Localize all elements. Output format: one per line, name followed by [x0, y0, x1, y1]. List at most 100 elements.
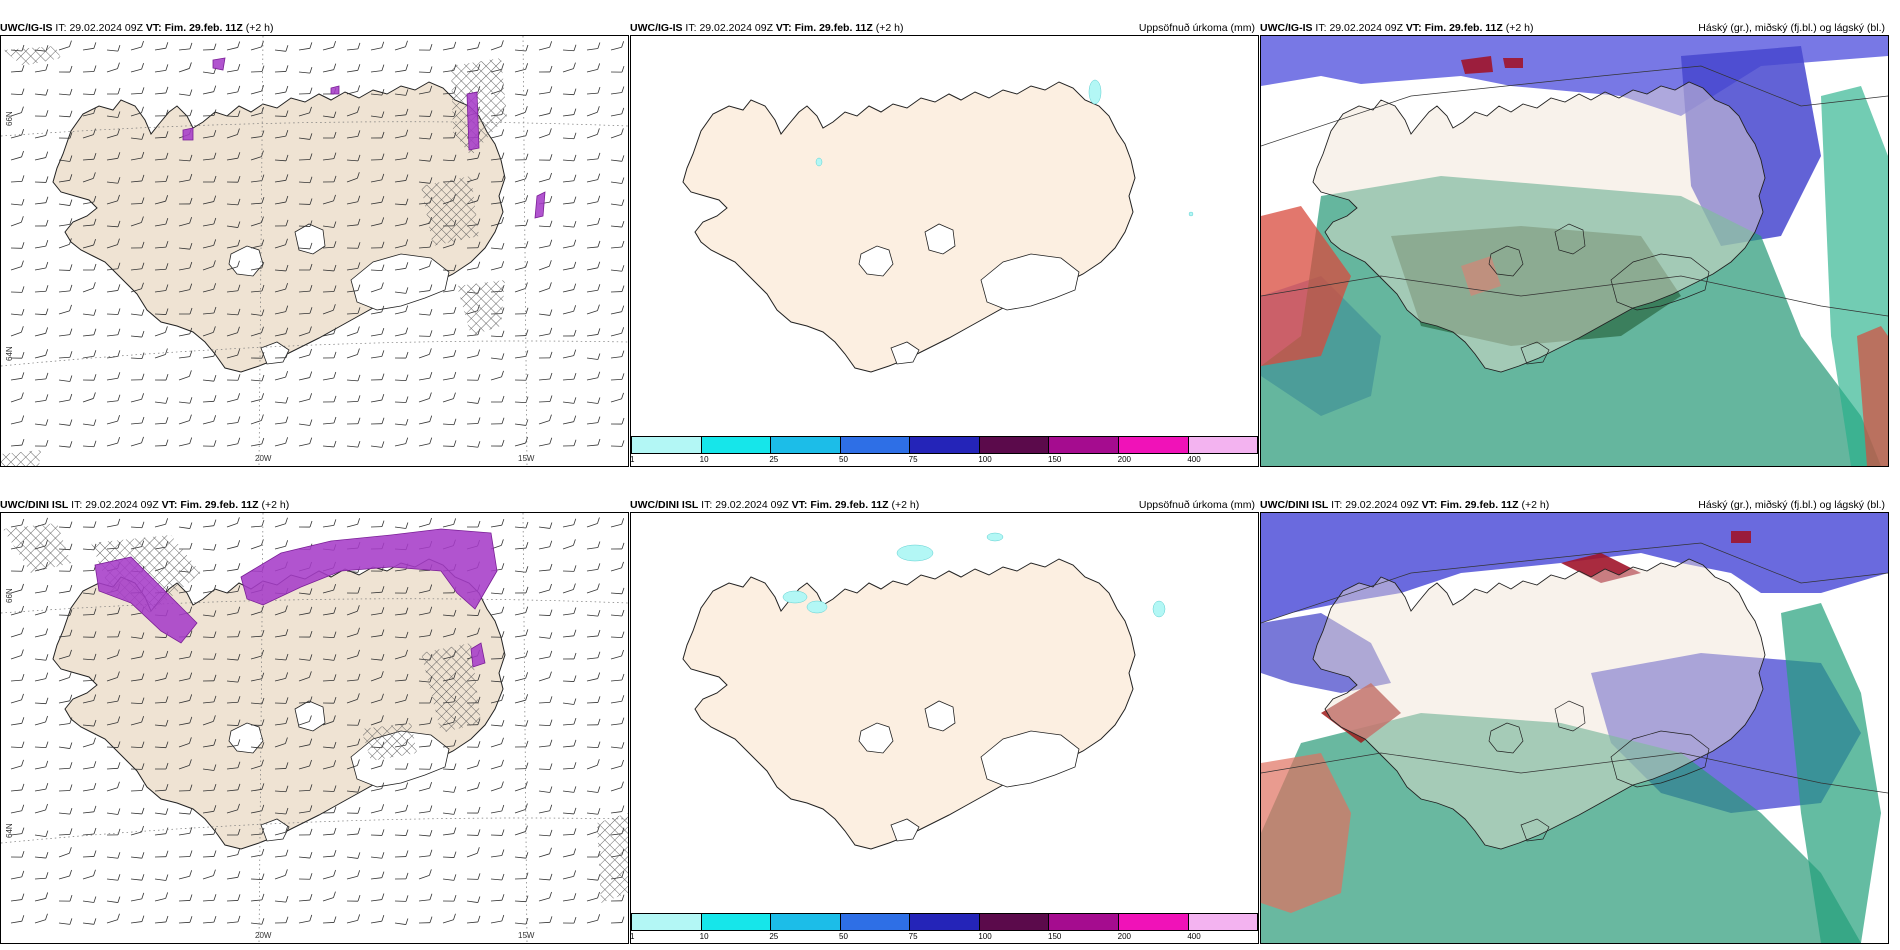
colorbar-cell: [1049, 437, 1119, 453]
precip-contour: [986, 532, 1004, 542]
lat-label-64n: 64N: [5, 346, 14, 361]
it-label: IT:: [685, 22, 697, 34]
panel-header: UWC/DINI ISL IT: 29.02.2024 09Z VT: Fim.…: [630, 497, 1259, 513]
panel-dini-precip: UWC/DINI ISL IT: 29.02.2024 09Z VT: Fim.…: [630, 497, 1259, 945]
panel-header: UWC/DINI ISL IT: 29.02.2024 09Z VT: Fim.…: [0, 497, 629, 513]
panel-header: UWC/IG-IS IT: 29.02.2024 09Z VT: Fim. 29…: [630, 20, 1259, 36]
colorbar-tick-label: 1: [630, 455, 635, 464]
colorbar-cell: [632, 437, 702, 453]
it-value: 29.02.2024 09Z: [715, 499, 789, 511]
colorbar-tick-label: 10: [699, 932, 709, 941]
glacier-outline: [924, 223, 956, 255]
hatched-area: [451, 58, 507, 156]
colorbar-cell: [910, 914, 980, 930]
vt-value: Fim. 29.feb. 11Z: [164, 22, 243, 34]
it-value: 29.02.2024 09Z: [699, 22, 773, 34]
vt-label: VT:: [145, 22, 162, 34]
cloud-layer-area: [1503, 58, 1523, 68]
it-value: 29.02.2024 09Z: [1345, 499, 1419, 511]
colorbar-cell: [910, 437, 980, 453]
colorbar-cell: [840, 914, 911, 930]
snowfall-area: [330, 85, 340, 95]
colorbar-tick-label: 50: [839, 932, 848, 941]
cloud-layer-area: [1731, 531, 1751, 543]
colorbar-cell: [632, 914, 702, 930]
colorbar-cell: [979, 914, 1050, 930]
cloud-title: Háský (gr.), miðský (fj.bl.) og lágský (…: [1698, 499, 1885, 511]
vt-value: Fim. 29.feb. 11Z: [810, 499, 889, 511]
glacier-outline: [228, 245, 264, 277]
panel-igis-precip: UWC/IG-IS IT: 29.02.2024 09Z VT: Fim. 29…: [630, 20, 1259, 468]
vt-value: Fim. 29.feb. 11Z: [794, 22, 873, 34]
colorbar-tick-label: 100: [978, 455, 992, 464]
precip-contour: [1188, 211, 1194, 217]
colorbar-ticks: 1 10 25 50 75 100 150 200 400: [631, 455, 1258, 466]
precip-map: 1 10 25 50 75 100 150 200 400: [630, 512, 1259, 944]
glacier-outline: [1554, 223, 1586, 255]
glacier-outline: [1610, 730, 1710, 788]
model-name: UWC/IG-IS: [0, 22, 53, 34]
snowfall-area: [182, 127, 194, 141]
glacier-outline: [1520, 341, 1550, 365]
colorbar-tick-label: 200: [1117, 932, 1132, 941]
lon-label-20w: 20W: [255, 931, 272, 940]
lead-time: (+2 h): [1521, 499, 1550, 511]
lat-label-66n: 66N: [5, 588, 14, 603]
panel-header: UWC/DINI ISL IT: 29.02.2024 09Z VT: Fim.…: [1260, 497, 1889, 513]
colorbar-cell: [1188, 437, 1258, 453]
it-value: 29.02.2024 09Z: [69, 22, 143, 34]
glacier-outline: [980, 730, 1080, 788]
lat-label-66n: 66N: [5, 111, 14, 126]
panel-igis-cloud: UWC/IG-IS IT: 29.02.2024 09Z VT: Fim. 29…: [1260, 20, 1889, 468]
cloud-layer-area: [1681, 46, 1821, 246]
vt-label: VT:: [1405, 22, 1422, 34]
colorbar-cell: [1188, 914, 1258, 930]
colorbar-cell: [771, 437, 841, 453]
glacier-outline: [1554, 700, 1586, 732]
precip-contour: [896, 544, 934, 562]
model-name: UWC/IG-IS: [1260, 22, 1313, 34]
lon-label-20w: 20W: [255, 454, 272, 463]
sector-boundaries: [1261, 542, 1888, 794]
cloud-layer-area: [1261, 713, 1861, 943]
colorbar-tick-label: 1: [630, 932, 635, 941]
it-label: IT:: [55, 22, 67, 34]
panel-dini-cloud: UWC/DINI ISL IT: 29.02.2024 09Z VT: Fim.…: [1260, 497, 1889, 945]
glacier-outline: [1488, 245, 1524, 277]
lead-time: (+2 h): [1505, 22, 1534, 34]
cloud-layer-area: [1321, 683, 1401, 743]
snowfall-area: [466, 91, 480, 151]
precip-colorbar: 1 10 25 50 75 100 150 200 400: [631, 913, 1258, 943]
precip-contour: [1088, 79, 1102, 105]
vt-value: Fim. 29.feb. 11Z: [1440, 499, 1519, 511]
model-name: UWC/DINI ISL: [630, 499, 699, 511]
panel-igis-wind: UWC/IG-IS IT: 29.02.2024 09Z VT: Fim. 29…: [0, 20, 629, 468]
it-label: IT:: [701, 499, 713, 511]
glacier-outline: [1488, 722, 1524, 754]
cloud-title: Háský (gr.), miðský (fj.bl.) og lágský (…: [1698, 22, 1885, 34]
snowfall-area: [240, 528, 498, 610]
iceland-coastline: [682, 558, 1136, 850]
colorbar-tick-label: 25: [769, 455, 779, 464]
colorbar-cell: [979, 437, 1050, 453]
vt-value: Fim. 29.feb. 11Z: [180, 499, 259, 511]
snowfall-area: [470, 642, 486, 668]
panel-header: UWC/IG-IS IT: 29.02.2024 09Z VT: Fim. 29…: [1260, 20, 1889, 36]
precip-title: Uppsöfnuð úrkoma (mm): [1138, 499, 1255, 511]
it-value: 29.02.2024 09Z: [1329, 22, 1403, 34]
lead-time: (+2 h): [261, 499, 290, 511]
lon-label-15w: 15W: [518, 931, 535, 940]
precip-contour: [815, 157, 823, 167]
hatched-area: [421, 176, 479, 246]
colorbar-cell: [701, 437, 772, 453]
cloud-layer-area: [1561, 553, 1641, 583]
cloud-layer-area: [1857, 326, 1888, 466]
glacier-outline: [1520, 818, 1550, 842]
iceland-coastline: [682, 81, 1136, 373]
colorbar-cell: [840, 437, 911, 453]
lat-label-64n: 64N: [5, 823, 14, 838]
glacier-outline: [260, 818, 290, 842]
colorbar-cell: [701, 914, 772, 930]
wind-snow-map: 66N 64N 20W 15W: [0, 512, 629, 944]
glacier-outline: [858, 245, 894, 277]
